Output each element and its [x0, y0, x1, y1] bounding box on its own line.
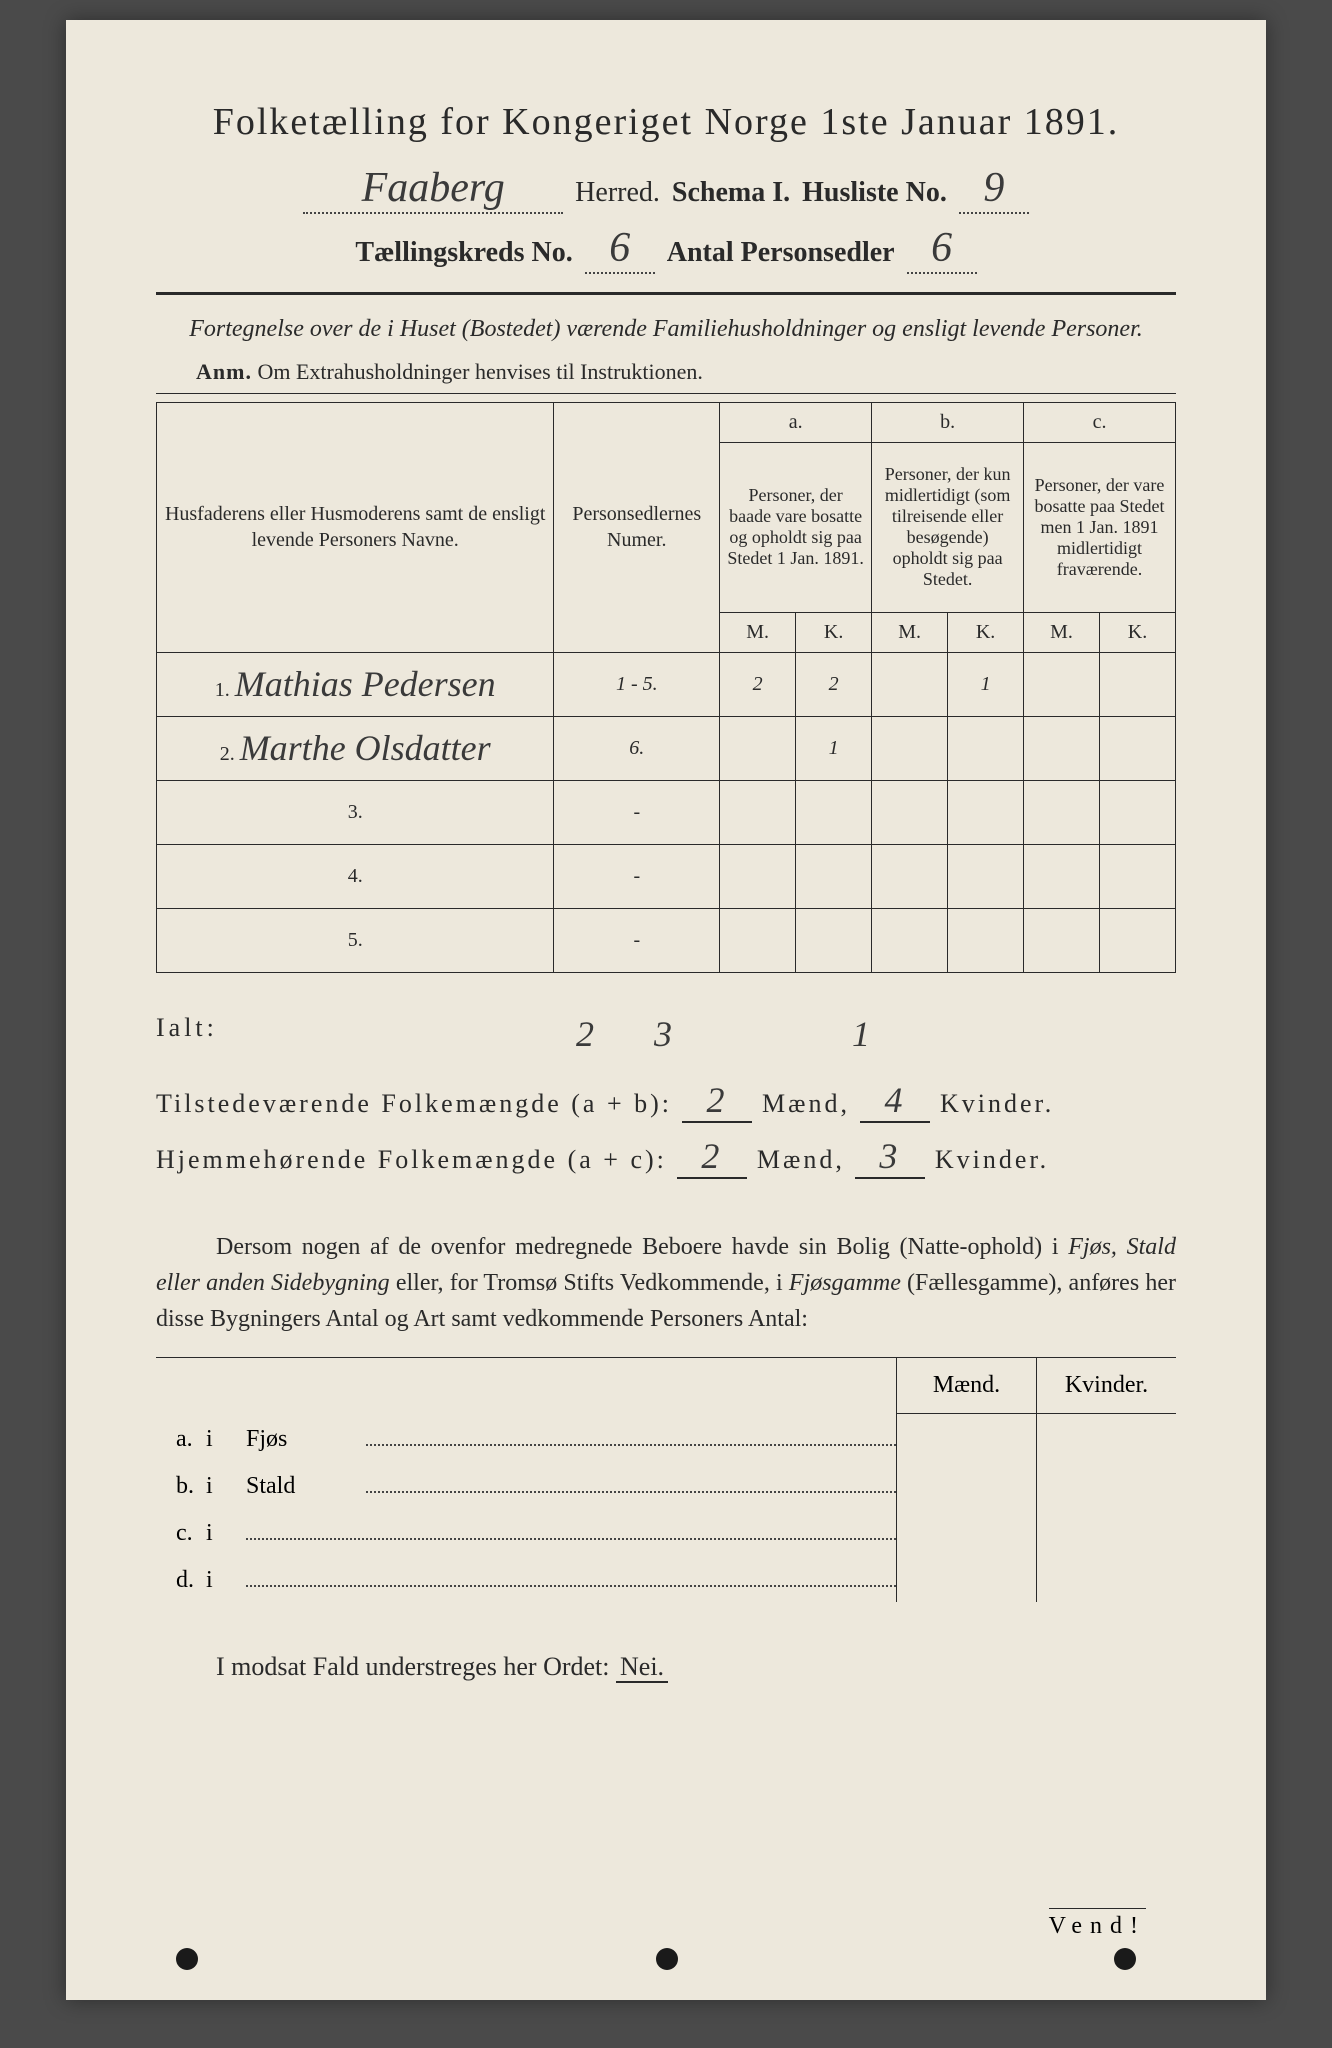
- ialt-row: Ialt: 2 3 1: [156, 1013, 1176, 1055]
- hjemme-k: 3: [855, 1135, 925, 1179]
- col-a-text: Personer, der baade vare bosatte og opho…: [720, 442, 872, 612]
- side-row: c. i: [156, 1508, 1176, 1555]
- col-a-label: a.: [720, 402, 872, 442]
- tilstede-line: Tilstedeværende Folkemængde (a + b): 2 M…: [156, 1079, 1176, 1123]
- name-2: Marthe Olsdatter: [240, 728, 491, 768]
- a-m: M.: [720, 612, 796, 652]
- census-table: Husfaderens eller Husmoderens samt de en…: [156, 402, 1176, 973]
- rule-1: [156, 292, 1176, 295]
- table-row: 3. -: [157, 780, 1176, 844]
- personsedler-value: 6: [907, 224, 977, 274]
- table-body: 1. Mathias Pedersen 1 - 5. 2 2 1 2. Mart…: [157, 652, 1176, 972]
- b-m: M.: [872, 612, 948, 652]
- ialt-bk: 1: [852, 1013, 870, 1055]
- punch-hole-icon: [1114, 1948, 1136, 1970]
- herred-value: Faaberg: [303, 164, 563, 214]
- schema-label: Schema I.: [672, 177, 790, 209]
- numer-2: 6.: [554, 716, 720, 780]
- hjemme-m: 2: [677, 1135, 747, 1179]
- census-form-page: Folketælling for Kongeriget Norge 1ste J…: [66, 20, 1266, 2000]
- numer-1: 1 - 5.: [554, 652, 720, 716]
- table-row: 2. Marthe Olsdatter 6. 1: [157, 716, 1176, 780]
- side-row: d. i: [156, 1555, 1176, 1602]
- col-b-label: b.: [872, 402, 1024, 442]
- c-k: K.: [1100, 612, 1176, 652]
- tilstede-k: 4: [860, 1079, 930, 1123]
- table-row: 1. Mathias Pedersen 1 - 5. 2 2 1: [157, 652, 1176, 716]
- col-c-label: c.: [1024, 402, 1176, 442]
- col-names: Husfaderens eller Husmoderens samt de en…: [157, 402, 554, 652]
- header-row-1: Faaberg Herred. Schema I. Husliste No. 9: [156, 164, 1176, 214]
- ialt-ak: 3: [654, 1013, 672, 1055]
- sidebygning-table: Mænd. Kvinder.: [156, 1357, 1176, 1414]
- sidebygning-paragraph: Dersom nogen af de ovenfor medregnede Be…: [156, 1229, 1176, 1337]
- table-row: 4. -: [157, 844, 1176, 908]
- punch-hole-icon: [176, 1948, 198, 1970]
- personsedler-label: Antal Personsedler: [667, 237, 895, 269]
- name-1: Mathias Pedersen: [235, 664, 496, 704]
- anm-text: Om Extrahusholdninger henvises til Instr…: [257, 359, 702, 384]
- punch-hole-icon: [656, 1948, 678, 1970]
- col-c-text: Personer, der vare bosatte paa Stedet me…: [1024, 442, 1176, 612]
- totals-zone: Ialt: 2 3 1 Tilstedeværende Folkemængde …: [156, 1013, 1176, 1179]
- ialt-label: Ialt:: [156, 1013, 516, 1055]
- annotation: Anm. Om Extrahusholdninger henvises til …: [196, 359, 1176, 385]
- husliste-label: Husliste No.: [802, 177, 947, 209]
- col-b-text: Personer, der kun midlertidigt (som tilr…: [872, 442, 1024, 612]
- tilstede-m: 2: [682, 1079, 752, 1123]
- header-row-2: Tællingskreds No. 6 Antal Personsedler 6: [156, 224, 1176, 274]
- side-kvinder: Kvinder.: [1037, 1358, 1176, 1414]
- rule-2: [156, 393, 1176, 394]
- subtitle: Fortegnelse over de i Huset (Bostedet) v…: [156, 313, 1176, 347]
- col-numer: Personsedlernes Numer.: [554, 402, 720, 652]
- side-row: a. i Fjøs: [156, 1414, 1176, 1461]
- side-maend: Mænd.: [897, 1358, 1037, 1414]
- kreds-label: Tællingskreds No.: [355, 237, 572, 269]
- table-row: 5. -: [157, 908, 1176, 972]
- herred-label: Herred.: [575, 177, 660, 209]
- b-k: K.: [948, 612, 1024, 652]
- vend-label: Vend!: [1049, 1908, 1146, 1940]
- c-m: M.: [1024, 612, 1100, 652]
- page-title: Folketælling for Kongeriget Norge 1ste J…: [156, 100, 1176, 144]
- nei-line: I modsat Fald understreges her Ordet: Ne…: [216, 1652, 1176, 1682]
- anm-label: Anm.: [196, 359, 252, 384]
- ialt-am: 2: [576, 1013, 594, 1055]
- nei-word: Nei.: [616, 1652, 668, 1683]
- hjemme-line: Hjemmehørende Folkemængde (a + c): 2 Mæn…: [156, 1135, 1176, 1179]
- husliste-value: 9: [959, 164, 1029, 214]
- side-row: b. i Stald: [156, 1461, 1176, 1508]
- sidebygning-rows: a. i Fjøs b. i Stald c. i: [156, 1414, 1176, 1602]
- a-k: K.: [796, 612, 872, 652]
- kreds-value: 6: [585, 224, 655, 274]
